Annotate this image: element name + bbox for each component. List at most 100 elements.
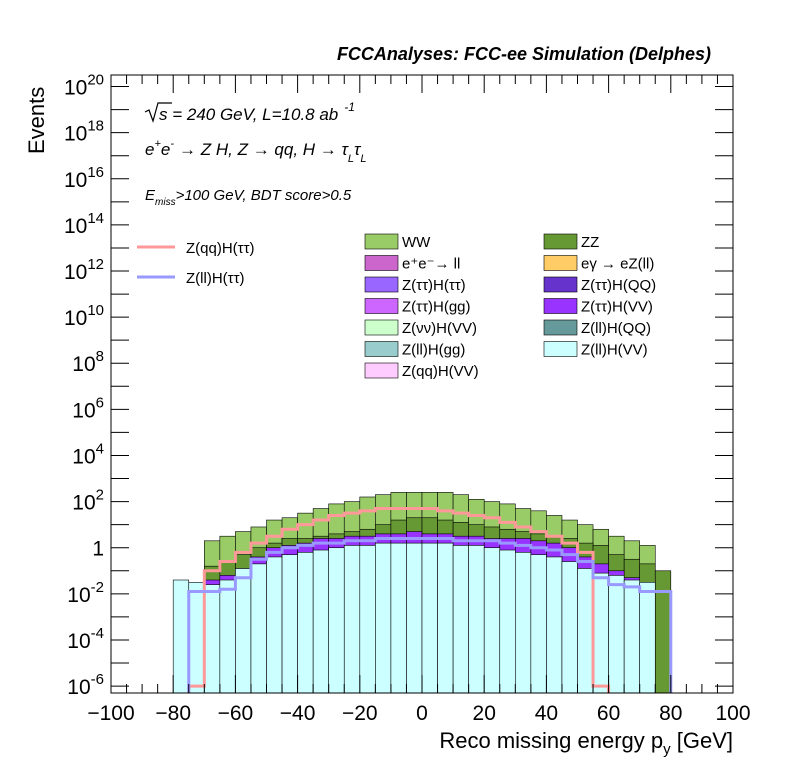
legend-label: Z(qq)H(VV) [402,363,479,380]
legend-label: Z(ll)H(VV) [581,342,648,359]
y-tick-label: 10-2 [67,579,104,607]
y-tick-label: 10-4 [67,625,104,653]
x-tick-label: −80 [155,702,191,725]
legend-label: Z(ττ)H(VV) [581,299,653,316]
legend-swatch [364,362,399,379]
legend-swatch [364,341,399,357]
y-tick-label: 1014 [64,210,104,238]
histogram-bar [421,542,438,694]
y-tick-label: 10-6 [67,671,104,699]
histogram-bar [654,570,672,694]
histogram-bar [390,542,407,694]
x-tick-label: −60 [218,702,254,725]
legend-label: Z(ll)H(gg) [402,342,465,359]
x-tick-label: 40 [535,702,558,725]
histogram-bar [297,552,314,694]
legend-label: Z(νν)H(VV) [402,320,477,337]
legend-label: Z(ll)H(QQ) [581,320,651,337]
x-tick-label: −40 [280,702,316,725]
histogram-bar [312,549,329,694]
y-tick-label: 1020 [64,72,104,100]
energy-lumi-text: s = 240 GeV, L=10.8 ab -1 [159,100,355,124]
histogram-bar [359,545,376,694]
legend-label: ZZ [581,234,599,251]
y-axis-label: Events [24,87,49,154]
histogram-bar [266,556,283,694]
y-tick-label: 1016 [64,164,104,192]
y-tick-label: 1010 [64,302,104,330]
y-tick-label: 104 [72,440,104,468]
legend-swatch [543,319,578,336]
histogram-bar [592,572,609,694]
legend-label: e⁺e⁻→ ll [402,256,460,273]
legend-label: Z(ττ)H(ττ) [402,277,466,294]
cut-text: Emiss>100 GeV, BDT score>0.5 [145,187,352,208]
histogram-bar [623,579,641,694]
histogram-bar [437,542,454,694]
signal-line [187,537,673,693]
legend-label: WW [402,234,431,251]
histogram-bar [406,542,423,694]
histogram-bar [343,545,361,694]
histogram-bar [172,579,190,694]
x-tick-label: 20 [473,702,496,725]
histogram-bar [546,556,563,694]
y-tick-label: 108 [72,348,104,376]
legend-label: Z(qq)H(ττ) [186,240,255,257]
legend-label: Z(ττ)H(gg) [402,299,471,316]
signal-lines [187,507,673,693]
legend-swatch [543,255,578,271]
legend-swatch [364,255,399,271]
histogram-bar [468,545,485,694]
histogram-bar [561,561,578,694]
y-axis: 1020 1018 1016 1014 1012 1010 108 106 104 102 1 10-… [64,72,733,699]
y-tick-label: 106 [72,394,104,422]
x-tick-label: −20 [342,702,378,725]
histogram-bar [188,582,205,694]
histogram-bar [328,547,345,694]
histogram-bar [499,549,516,694]
y-tick-label: 1012 [64,256,104,284]
histogram-bar [514,552,532,694]
x-tick-label: 60 [597,702,620,725]
y-tick-label: 1 [92,538,104,561]
histogram-bar [219,579,236,694]
chart-header: FCCAnalyses: FCC-ee Simulation (Delphes) [337,44,711,64]
legend-swatch [364,276,399,293]
process-text: e+e- → Z H, Z → qq, H → τLτL [145,138,366,165]
x-tick-label: 100 [715,702,750,725]
histogram-bar [483,547,501,694]
legend-swatch [364,233,399,250]
histogram-bar [204,584,221,694]
x-axis: −100 −80 −60 −40 −20 0 20 40 60 80 100 [87,75,751,725]
x-tick-label: 0 [416,702,428,725]
y-tick-label: 102 [72,487,104,515]
histogram-bar [608,575,625,694]
histogram-bar [281,554,298,694]
legend-swatch [364,319,399,336]
signal-line [187,507,611,693]
legend: Z(qq)H(ττ) Z(ll)H(ττ) WW ZZ e⁺e⁻→ ll eγ → eZ(… [137,233,656,380]
legend-label: eγ → eZ(ll) [581,256,654,273]
histogram-bar [375,542,392,694]
histogram-bar [577,568,594,694]
legend-swatch [543,341,578,357]
histogram-bar [235,568,252,694]
x-tick-label: 80 [659,702,682,725]
histogram-bar [452,545,469,694]
legend-swatch [543,298,578,314]
legend-swatch [543,233,578,250]
histogram-bar [639,582,656,694]
legend-swatch [364,298,399,314]
legend-label: Z(ll)H(ττ) [186,270,245,287]
x-axis-label: Reco missing energy py [GeV] [439,728,733,758]
sqrt-symbol [144,102,172,123]
x-tick-label: −100 [87,702,134,725]
histogram-bar [530,554,547,694]
legend-swatch [543,276,578,293]
histogram-bar [250,563,267,694]
stacked-histogram [172,492,672,694]
legend-label: Z(ττ)H(QQ) [581,277,656,294]
y-tick-label: 1018 [64,118,104,146]
